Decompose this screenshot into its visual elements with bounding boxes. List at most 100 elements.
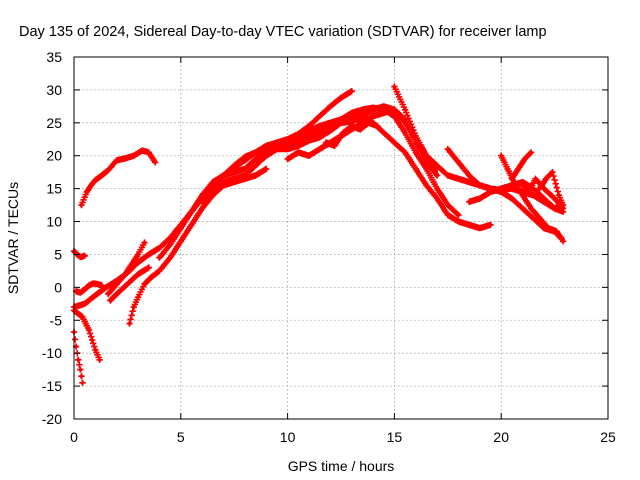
data-point [349, 111, 354, 115]
data-point [93, 348, 98, 352]
data-point [285, 140, 290, 145]
data-point [179, 239, 183, 244]
data-point [142, 282, 147, 286]
data-point [317, 147, 322, 151]
series-arc-21 [519, 175, 567, 212]
data-point [478, 183, 482, 188]
series-arc-4 [70, 328, 86, 386]
data-point [136, 260, 140, 265]
data-point [516, 167, 521, 171]
data-point [375, 124, 380, 128]
data-point [424, 153, 429, 158]
data-point [435, 186, 439, 191]
data-point [467, 173, 471, 178]
data-point [114, 282, 119, 286]
grid [74, 57, 608, 419]
series-markers [70, 328, 86, 386]
data-point [200, 206, 204, 211]
data-point [106, 168, 110, 173]
y-tick-label: 0 [54, 279, 62, 295]
data-point [403, 130, 407, 135]
data-point [478, 196, 482, 201]
data-point [82, 302, 87, 306]
data-point [467, 200, 471, 204]
y-tick-label: 30 [46, 82, 62, 98]
data-point [114, 158, 119, 163]
data-point [499, 186, 504, 191]
data-point [544, 176, 548, 181]
data-point [146, 150, 151, 155]
data-point [413, 134, 418, 138]
series-layer [70, 83, 567, 386]
x-axis-title: GPS time / hours [288, 458, 395, 474]
data-point [317, 124, 322, 128]
data-point [413, 150, 418, 155]
data-point [324, 140, 328, 145]
data-point [520, 206, 525, 211]
data-point [253, 150, 258, 155]
data-point [456, 160, 461, 165]
data-point [87, 328, 91, 332]
data-point [392, 114, 397, 119]
data-point [349, 89, 354, 94]
data-point [561, 203, 565, 207]
data-point [142, 240, 147, 245]
data-point [435, 167, 439, 171]
data-point [179, 226, 183, 230]
data-point [221, 173, 226, 178]
data-point [140, 148, 145, 153]
y-tick-label: 5 [54, 246, 62, 262]
data-point [264, 153, 269, 158]
data-point [317, 128, 322, 133]
series-arc-1 [78, 147, 159, 209]
data-point [467, 180, 471, 184]
data-point [531, 193, 536, 198]
data-point [403, 121, 407, 125]
data-point [499, 153, 504, 158]
y-tick-label: 25 [46, 115, 62, 131]
data-point [146, 265, 151, 270]
series-arc-15 [322, 119, 381, 150]
data-point [360, 114, 365, 119]
data-point [136, 295, 140, 300]
data-point [488, 190, 493, 194]
data-point [537, 186, 542, 191]
data-point [527, 190, 531, 194]
y-tick-label: -10 [42, 345, 62, 361]
data-point [435, 173, 439, 178]
data-point [456, 176, 461, 181]
x-tick-label: 5 [177, 429, 185, 445]
data-point [557, 193, 561, 198]
data-point [392, 140, 397, 145]
data-point [296, 150, 301, 155]
data-point [264, 147, 269, 151]
series-markers [508, 149, 535, 182]
y-tick-label: -15 [42, 378, 62, 394]
data-point [456, 213, 461, 217]
data-point [123, 272, 128, 277]
data-point [512, 180, 516, 184]
data-point [132, 153, 136, 158]
data-point [542, 196, 546, 201]
data-point [446, 173, 450, 178]
data-point [79, 203, 84, 207]
data-point [89, 183, 93, 188]
data-point [136, 252, 140, 257]
data-point [104, 285, 108, 290]
data-point [232, 176, 236, 181]
data-point [403, 107, 407, 112]
data-point [221, 180, 226, 184]
data-point [332, 144, 337, 148]
series-arc-20 [508, 149, 535, 182]
data-point [74, 344, 78, 349]
series-arc-22 [536, 169, 567, 209]
data-point [253, 173, 258, 178]
data-point [189, 209, 194, 214]
data-point [123, 156, 128, 161]
data-point [243, 155, 247, 159]
data-point [392, 84, 397, 89]
data-point [392, 107, 397, 112]
y-tick-label: -5 [50, 312, 63, 328]
data-point [243, 167, 247, 171]
data-point [424, 167, 429, 171]
